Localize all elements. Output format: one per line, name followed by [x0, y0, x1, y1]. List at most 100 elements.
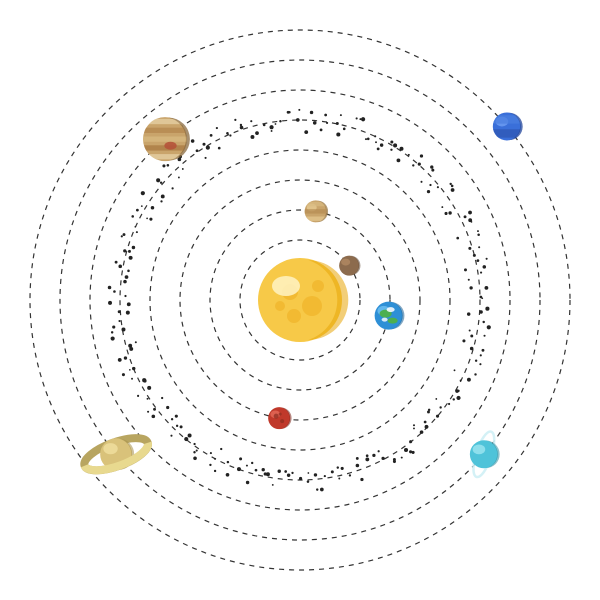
- asteroid: [467, 378, 471, 382]
- asteroid: [427, 190, 430, 193]
- asteroid: [453, 398, 455, 400]
- asteroid: [122, 373, 125, 376]
- asteroid: [180, 425, 183, 428]
- asteroid: [131, 215, 134, 218]
- asteroid: [485, 286, 489, 290]
- asteroid: [349, 474, 351, 476]
- asteroid: [338, 477, 340, 479]
- asteroid: [420, 154, 423, 157]
- asteroid: [485, 307, 489, 311]
- asteroid: [132, 246, 135, 249]
- asteroid: [487, 325, 491, 329]
- asteroid: [210, 134, 213, 137]
- asteroid: [390, 149, 392, 151]
- asteroid: [331, 470, 334, 473]
- asteroid: [206, 146, 210, 150]
- asteroid: [111, 336, 115, 340]
- planet-neptune: [493, 112, 523, 140]
- asteroid: [480, 272, 482, 274]
- asteroid: [264, 472, 267, 475]
- asteroid: [271, 130, 273, 132]
- asteroid: [108, 301, 112, 305]
- asteroid: [171, 418, 173, 420]
- asteroid: [469, 286, 472, 289]
- asteroid: [427, 411, 430, 414]
- asteroid: [326, 122, 328, 124]
- asteroid: [480, 296, 483, 299]
- asteroid: [149, 218, 152, 221]
- asteroid: [123, 233, 126, 236]
- asteroid: [250, 120, 252, 122]
- asteroid: [393, 143, 397, 147]
- asteroid: [468, 247, 471, 250]
- asteroid: [118, 310, 121, 313]
- asteroid: [473, 254, 476, 257]
- planet-venus: [305, 200, 328, 222]
- asteroid: [108, 286, 112, 290]
- asteroid: [234, 119, 236, 121]
- asteroid: [167, 164, 170, 167]
- asteroid: [340, 114, 342, 116]
- asteroid: [129, 256, 133, 260]
- asteroid: [483, 335, 485, 337]
- asteroid: [356, 464, 360, 468]
- asteroid: [269, 125, 273, 129]
- asteroid: [132, 367, 135, 370]
- asteroid: [460, 380, 462, 382]
- asteroid: [437, 186, 439, 188]
- asteroid: [316, 488, 318, 490]
- asteroid: [313, 121, 317, 125]
- asteroid: [278, 470, 281, 473]
- asteroid: [336, 122, 339, 125]
- asteroid: [279, 120, 281, 122]
- asteroid: [156, 178, 160, 182]
- asteroid: [121, 328, 125, 332]
- planet-mars: [268, 407, 291, 429]
- asteroid: [123, 280, 127, 284]
- asteroid: [343, 128, 346, 131]
- asteroid: [239, 457, 242, 460]
- asteroid: [218, 147, 221, 150]
- asteroid: [263, 124, 266, 127]
- asteroid: [486, 258, 488, 260]
- asteroid: [123, 249, 126, 252]
- asteroid: [214, 470, 216, 472]
- asteroid: [429, 184, 431, 186]
- asteroid: [191, 139, 195, 143]
- asteroid: [409, 440, 412, 443]
- asteroid: [412, 164, 414, 166]
- asteroid: [359, 118, 361, 120]
- planet-uranus: [469, 429, 499, 479]
- asteroid: [240, 126, 244, 130]
- asteroid: [482, 349, 485, 352]
- asteroid: [420, 430, 424, 434]
- asteroid: [220, 448, 222, 450]
- asteroid: [125, 275, 129, 279]
- asteroid: [381, 457, 384, 460]
- sun: [258, 258, 348, 342]
- asteroid: [401, 457, 403, 459]
- asteroid: [310, 111, 313, 114]
- asteroid: [413, 427, 415, 429]
- asteroid: [184, 437, 188, 441]
- asteroid: [118, 358, 122, 362]
- asteroid: [480, 354, 482, 356]
- asteroid: [162, 164, 165, 167]
- asteroid: [287, 111, 290, 114]
- asteroid: [226, 132, 229, 135]
- asteroid: [118, 265, 122, 269]
- asteroid: [367, 138, 370, 141]
- asteroid: [374, 135, 376, 137]
- asteroid: [113, 290, 116, 293]
- asteroid: [307, 480, 310, 483]
- asteroid: [153, 408, 156, 411]
- asteroid: [375, 141, 377, 143]
- asteroid: [304, 130, 308, 134]
- asteroid: [193, 451, 195, 453]
- asteroid: [226, 473, 230, 477]
- asteroid: [272, 484, 274, 486]
- asteroid: [227, 461, 229, 463]
- asteroid: [209, 464, 211, 466]
- asteroid: [299, 477, 302, 480]
- asteroid: [255, 131, 259, 135]
